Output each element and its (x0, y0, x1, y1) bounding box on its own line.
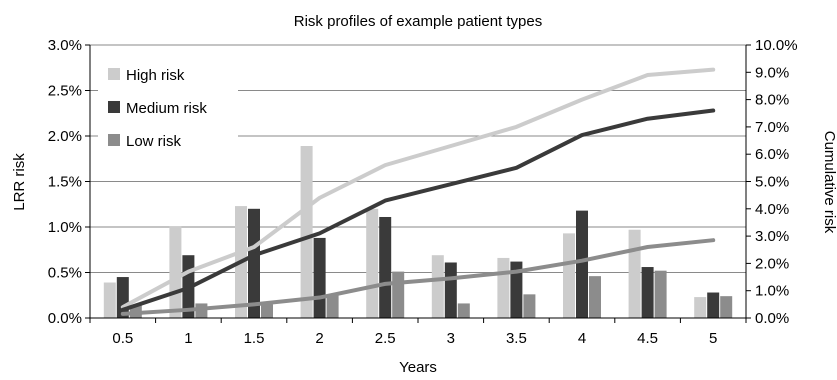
bar-low-risk (392, 271, 405, 318)
y-tick-label-right: 5.0% (755, 174, 789, 191)
bar-high-risk (103, 282, 116, 318)
bar-low-risk (523, 294, 536, 318)
y-tick-label-left: 0.0% (48, 310, 82, 327)
y-tick-label-right: 6.0% (755, 146, 789, 163)
legend-background (98, 55, 238, 155)
bar-series (103, 146, 733, 318)
cumulative-lines (120, 67, 716, 316)
y-tick-label-left: 2.0% (48, 128, 82, 145)
bar-high-risk (169, 226, 182, 318)
y-axis-label-right: Cumulative risk (821, 131, 837, 234)
tick-labels: 0.0% 0.5% 1.0% 1.5% 2.0% 2.5% 3.0% 0.0% 1.0% 2.0%… (48, 37, 798, 347)
x-tick-label: 2 (315, 330, 323, 347)
x-tick-label: 1 (184, 330, 192, 347)
bar-medium-risk (641, 267, 654, 318)
legend-label: Medium risk (126, 100, 207, 117)
bar-high-risk (431, 255, 444, 318)
cumulative-line-low-risk (120, 238, 716, 316)
legend-label: High risk (126, 67, 185, 84)
bar-medium-risk (379, 216, 392, 318)
x-tick-label: 4 (578, 330, 586, 347)
y-tick-label-right: 1.0% (755, 283, 789, 300)
x-tick-label: 4.5 (637, 330, 658, 347)
bar-medium-risk (313, 237, 326, 318)
legend: High risk Medium risk Low risk (98, 55, 238, 155)
chart-title: Risk profiles of example patient types (294, 13, 542, 30)
y-tick-label-right: 0.0% (755, 310, 789, 327)
x-axis-label: Years (399, 359, 437, 375)
x-tick-label: 1.5 (244, 330, 265, 347)
x-tick-label: 2.5 (375, 330, 396, 347)
bar-low-risk (457, 303, 470, 318)
cumulative-line-high-risk (120, 67, 716, 310)
bar-low-risk (589, 276, 601, 318)
x-tick-label: 3.5 (506, 330, 527, 347)
bar-medium-risk (510, 261, 523, 318)
y-tick-label-left: 3.0% (48, 37, 82, 54)
bar-high-risk (694, 297, 707, 318)
bar-high-risk (366, 208, 379, 318)
bar-high-risk (300, 146, 313, 318)
bar-medium-risk (444, 262, 457, 318)
bar-low-risk (720, 296, 733, 318)
y-tick-label-right: 7.0% (755, 119, 789, 136)
y-tick-label-right: 10.0% (755, 37, 798, 54)
bar-medium-risk (707, 292, 720, 318)
y-tick-label-right: 3.0% (755, 228, 789, 245)
y-tick-label-right: 4.0% (755, 201, 789, 218)
y-axis-label-left: LRR risk (11, 153, 28, 211)
bar-medium-risk (576, 210, 588, 318)
legend-swatch (108, 134, 120, 146)
bar-medium-risk (248, 208, 260, 318)
y-tick-label-right: 9.0% (755, 64, 789, 81)
x-tick-label: 0.5 (112, 330, 133, 347)
y-tick-label-right: 8.0% (755, 92, 789, 109)
x-tick-label: 3 (447, 330, 455, 347)
y-tick-label-left: 2.5% (48, 83, 82, 100)
bar-low-risk (326, 295, 339, 318)
y-tick-label-left: 1.5% (48, 174, 82, 191)
bar-high-risk (563, 233, 575, 318)
y-tick-label-right: 2.0% (755, 255, 789, 272)
bar-low-risk (261, 304, 273, 318)
legend-swatch (108, 68, 120, 80)
y-tick-label-left: 1.0% (48, 219, 82, 236)
x-tick-label: 5 (709, 330, 717, 347)
legend-swatch (108, 101, 120, 113)
cumulative-line-medium-risk (120, 108, 716, 312)
bar-low-risk (654, 270, 667, 318)
bar-high-risk (497, 257, 510, 318)
bar-high-risk (628, 229, 641, 318)
legend-label: Low risk (126, 133, 182, 150)
y-tick-label-left: 0.5% (48, 265, 82, 282)
